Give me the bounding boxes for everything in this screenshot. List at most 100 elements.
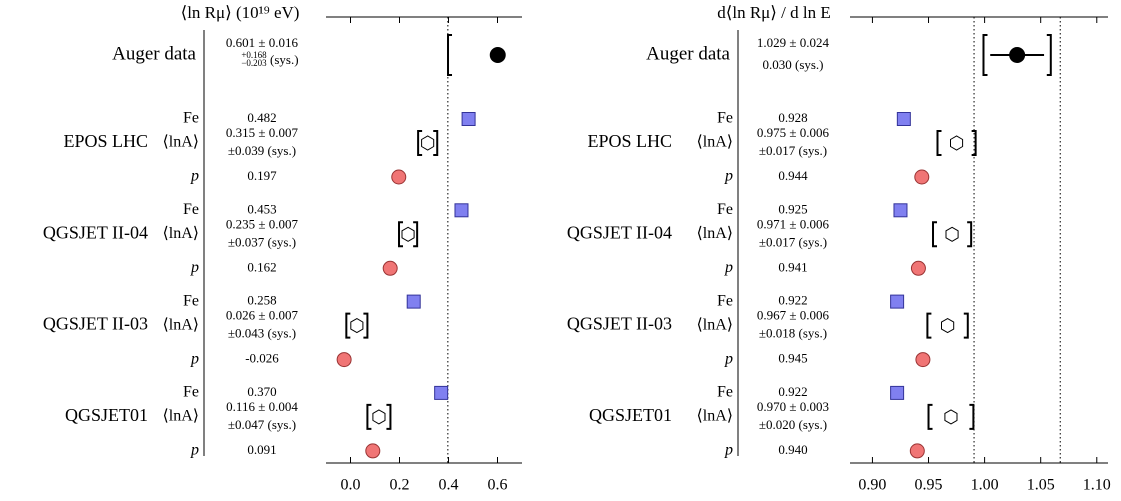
sys-bracket	[936, 130, 942, 156]
row-label: Fe	[183, 110, 199, 127]
model-name: QGSJET II-04	[43, 222, 148, 242]
data-point	[489, 47, 506, 63]
composition-marker	[945, 226, 959, 242]
proton-marker	[382, 260, 398, 276]
value-label: ±0.043 (sys.)	[228, 326, 296, 341]
sys-bracket	[447, 34, 453, 76]
sys-bracket	[967, 221, 973, 248]
value-label: 0.975 ± 0.006	[757, 125, 830, 140]
iron-marker	[893, 203, 908, 218]
proton-marker	[365, 443, 381, 459]
sys-bracket	[363, 312, 369, 339]
iron-marker	[890, 294, 905, 309]
x-tick-label: 0.4	[439, 477, 459, 494]
model-name: EPOS LHC	[587, 131, 672, 151]
row-label: Fe	[717, 110, 733, 127]
row-label: Auger data	[112, 43, 196, 64]
proton-marker	[336, 352, 352, 368]
value-label: -0.026	[245, 351, 279, 366]
value-label: +0.168	[241, 50, 267, 60]
sys-bracket	[345, 312, 351, 339]
value-label: 0.928	[778, 110, 807, 125]
sys-bracket	[386, 403, 392, 430]
row-label: Fe	[183, 292, 199, 309]
value-label: 0.601 ± 0.016	[226, 35, 299, 50]
model-name: QGSJET01	[65, 405, 148, 425]
row-label: p	[724, 168, 733, 185]
x-tick-label: 0.2	[390, 477, 410, 494]
value-label: 0.967 ± 0.006	[757, 308, 830, 323]
sys-bracket	[433, 130, 439, 156]
row-label: ⟨lnA⟩	[697, 225, 733, 242]
value-label: 0.370	[247, 384, 276, 399]
proton-marker	[915, 352, 931, 368]
value-label: ±0.018 (sys.)	[759, 326, 827, 341]
row-label: Fe	[717, 201, 733, 218]
value-label: ±0.037 (sys.)	[228, 234, 296, 249]
value-label: 0.970 ± 0.003	[757, 399, 829, 414]
sys-bracket	[417, 130, 423, 156]
sys-bracket	[932, 221, 938, 248]
value-label: 0.030 (sys.)	[762, 57, 823, 72]
proton-marker	[909, 443, 925, 459]
composition-marker	[950, 135, 964, 151]
row-label: p	[190, 350, 199, 367]
composition-marker	[372, 409, 386, 425]
row-label: p	[724, 442, 733, 459]
row-label: ⟨lnA⟩	[163, 408, 199, 425]
iron-marker	[461, 112, 476, 126]
value-label: 0.944	[778, 168, 808, 183]
value-label: 0.235 ± 0.007	[226, 216, 299, 231]
row-label: Fe	[717, 292, 733, 309]
sys-bracket	[926, 312, 932, 339]
value-label: 0.482	[247, 110, 276, 125]
row-label: Fe	[183, 384, 199, 401]
composition-marker	[944, 409, 958, 425]
iron-marker	[890, 385, 905, 400]
value-label: 0.026 ± 0.007	[226, 308, 299, 323]
row-label: p	[724, 259, 733, 276]
value-label: 0.162	[247, 259, 276, 274]
row-label: p	[190, 259, 199, 276]
row-label: ⟨lnA⟩	[163, 134, 199, 151]
x-tick-label: 0.6	[488, 477, 508, 494]
x-tick-label: 0.95	[915, 477, 943, 494]
value-label: 0.925	[778, 201, 807, 216]
value-label: 0.941	[778, 259, 807, 274]
model-name: QGSJET II-03	[43, 314, 148, 334]
panel-title: ⟨ln Rμ⟩ (10¹⁹ eV)	[181, 3, 300, 22]
value-label: 0.922	[778, 384, 807, 399]
value-label: 0.945	[778, 351, 807, 366]
composition-marker	[401, 226, 415, 242]
x-tick-label: 1.10	[1083, 477, 1111, 494]
sys-bracket	[413, 221, 419, 248]
value-label: 0.971 ± 0.006	[757, 216, 830, 231]
row-label: ⟨lnA⟩	[697, 316, 733, 333]
x-tick-label: 1.05	[1027, 477, 1055, 494]
model-name: QGSJET01	[589, 405, 672, 425]
row-label: ⟨lnA⟩	[697, 134, 733, 151]
value-label: 0.315 ± 0.007	[226, 125, 299, 140]
model-name: EPOS LHC	[63, 131, 148, 151]
value-label: 0.453	[247, 201, 276, 216]
value-label: ±0.017 (sys.)	[759, 143, 827, 158]
composition-marker	[941, 318, 955, 334]
value-label: ±0.017 (sys.)	[759, 234, 827, 249]
value-label: 0.258	[247, 293, 276, 308]
value-label: 0.116 ± 0.004	[226, 399, 298, 414]
row-label: p	[190, 168, 199, 185]
value-label: 0.197	[247, 168, 277, 183]
panel-title: d⟨ln Rμ⟩ / d ln E	[717, 3, 831, 22]
row-label: Fe	[183, 201, 199, 218]
row-label: Auger data	[646, 43, 730, 64]
composition-marker	[421, 135, 435, 151]
value-label: 0.091	[247, 442, 276, 457]
sys-bracket	[971, 130, 977, 156]
value-label: ±0.020 (sys.)	[759, 417, 827, 432]
iron-marker	[454, 203, 469, 218]
row-label: ⟨lnA⟩	[163, 316, 199, 333]
composition-marker	[350, 318, 364, 334]
row-label: p	[724, 350, 733, 367]
sys-bracket	[969, 403, 975, 430]
